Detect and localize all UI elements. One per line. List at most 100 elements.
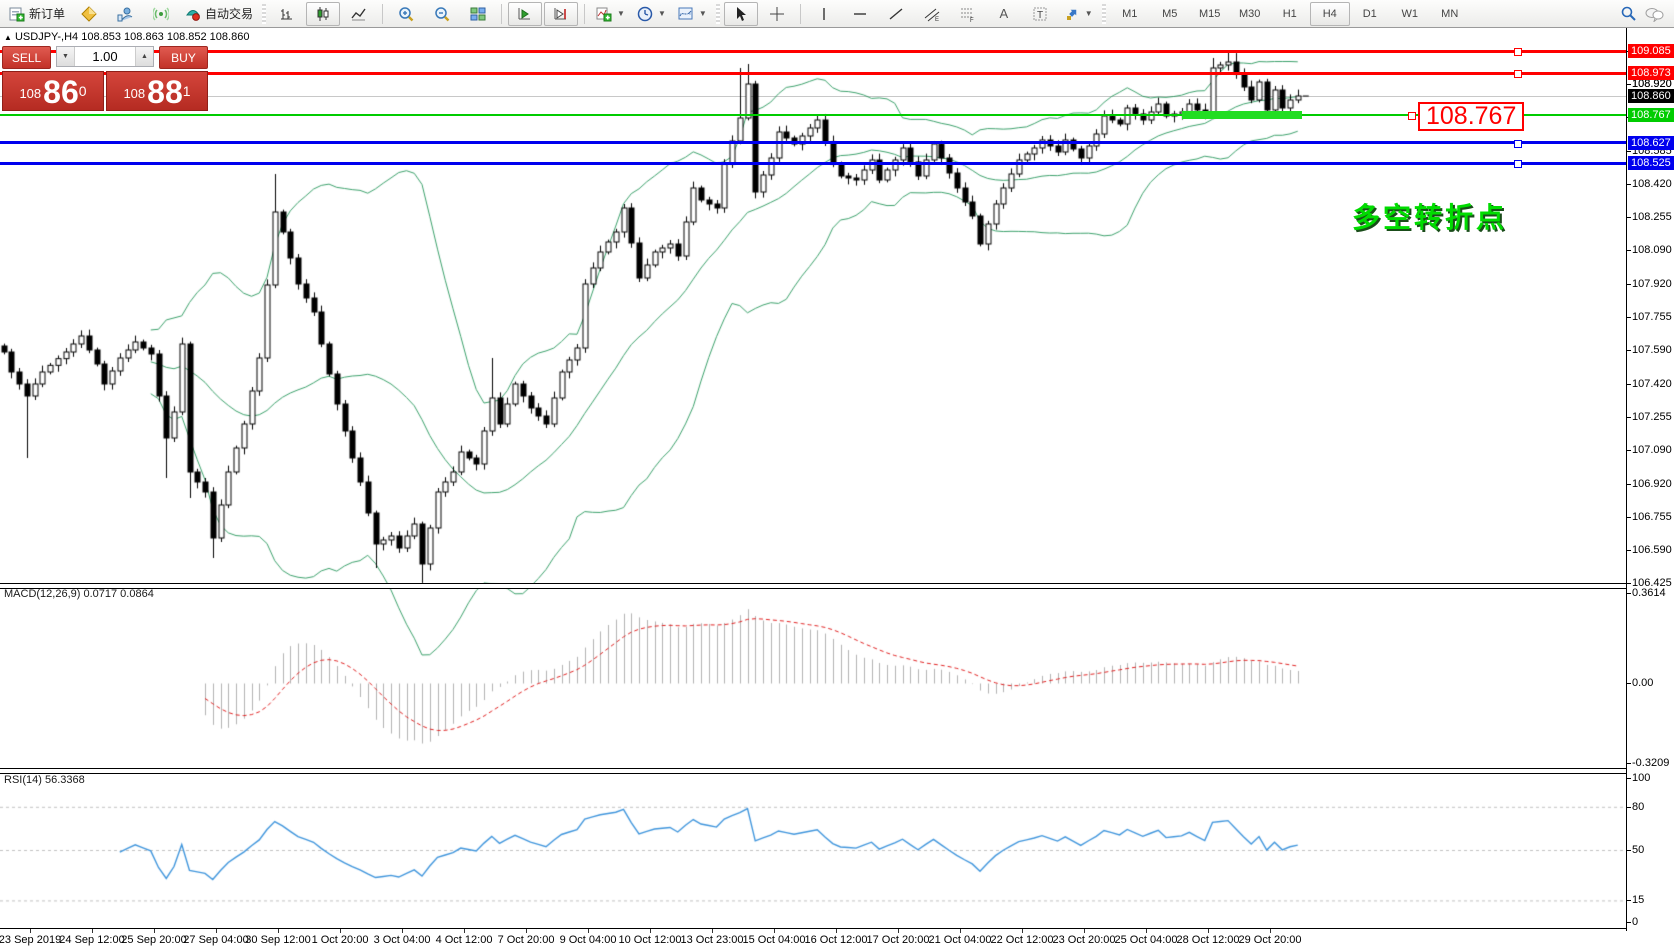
strategy-tester-button[interactable] (108, 2, 142, 26)
text-button[interactable]: A (987, 2, 1021, 26)
chart-shift-button[interactable] (544, 1, 579, 26)
timeframe-M30[interactable]: M30 (1239, 7, 1261, 20)
time-label[interactable]: 24 Sep 12:00 (59, 934, 125, 946)
bid-price-box[interactable]: 108 86 0 (2, 71, 104, 111)
price-tick-label: 107.255 (1632, 411, 1672, 423)
time-label[interactable]: 10 Oct 12:00 (618, 934, 682, 946)
time-label[interactable]: 23 Oct 20:00 (1052, 934, 1116, 946)
chat-icon[interactable] (1645, 6, 1664, 22)
timeframe-M1[interactable]: M1 (1122, 7, 1138, 20)
level-line-handle[interactable] (1514, 139, 1522, 148)
time-label[interactable]: 29 Oct 20:00 (1238, 934, 1302, 946)
bar-chart-button[interactable] (270, 2, 304, 26)
time-tick (340, 929, 341, 933)
text-icon: A (999, 6, 1009, 21)
arrows-button[interactable]: ▼ (1059, 2, 1098, 26)
line-chart-button[interactable] (342, 2, 376, 26)
time-label[interactable]: 3 Oct 04:00 (373, 934, 431, 946)
zoom-out-button[interactable] (425, 2, 459, 26)
time-label[interactable]: 28 Oct 12:00 (1176, 934, 1240, 946)
time-label[interactable]: 17 Oct 20:00 (866, 934, 930, 946)
ask-prefix: 108 (123, 86, 146, 101)
ask-pip-digit: 1 (182, 83, 191, 99)
ask-price-box[interactable]: 108 88 1 (106, 71, 208, 111)
price-chart-canvas[interactable] (0, 28, 1674, 949)
rsi-label: RSI(14) 56.3368 (4, 774, 85, 786)
timeframe-H4[interactable]: H4 (1309, 1, 1350, 26)
toolbar-separator (799, 3, 801, 24)
collapse-arrow-icon[interactable]: ▲ (4, 33, 12, 42)
search-icon[interactable] (1620, 5, 1637, 22)
rsi-tick-dash (1627, 900, 1631, 902)
price-tick-dash (1627, 384, 1631, 385)
highlight-trendline[interactable] (1181, 110, 1302, 119)
time-tick (588, 929, 589, 933)
panel-divider-macd[interactable] (0, 583, 1627, 589)
timeframe-W1[interactable]: W1 (1401, 7, 1418, 20)
time-label[interactable]: 9 Oct 04:00 (559, 934, 617, 946)
time-label[interactable]: 15 Oct 04:00 (742, 934, 806, 946)
volume-decrease-button[interactable]: ▼ (57, 47, 75, 66)
volume-value[interactable]: 1.00 (92, 49, 118, 64)
time-label[interactable]: 22 Oct 12:00 (990, 934, 1054, 946)
time-label[interactable]: 25 Oct 04:00 (1114, 934, 1178, 946)
level-line-108.525[interactable] (0, 161, 1626, 165)
time-label[interactable]: 27 Sep 04:00 (183, 934, 249, 946)
time-label[interactable]: 30 Sep 12:00 (245, 934, 311, 946)
time-label[interactable]: 1 Oct 20:00 (311, 934, 369, 946)
timeframe-M5[interactable]: M5 (1162, 7, 1178, 20)
volume-increase-button[interactable]: ▲ (135, 47, 153, 66)
time-label[interactable]: 23 Sep 2019 (0, 934, 62, 946)
timeframe-MN[interactable]: MN (1441, 7, 1459, 20)
vertical-line-button[interactable] (807, 2, 841, 26)
price-callout-box[interactable]: 108.767 (1418, 102, 1525, 131)
market-watch-button[interactable] (72, 2, 106, 26)
candlestick-chart-button[interactable] (306, 1, 341, 26)
callout-handle[interactable] (1408, 111, 1416, 120)
cursor-button[interactable] (723, 1, 758, 26)
tile-windows-icon (470, 6, 486, 22)
fibonacci-button[interactable]: F (951, 2, 985, 26)
buy-button[interactable]: BUY (159, 46, 208, 69)
autotrading-button[interactable]: 自动交易 (180, 2, 258, 26)
timeframe-D1[interactable]: D1 (1362, 7, 1377, 20)
level-line-108.767[interactable] (0, 113, 1626, 116)
panel-divider-rsi[interactable] (0, 768, 1627, 774)
signals-button[interactable] (144, 2, 178, 26)
sell-button[interactable]: SELL (2, 46, 51, 69)
dropdown-arrow-icon: ▼ (617, 9, 625, 18)
cn-annotation[interactable]: 多空转折点 (1352, 203, 1508, 234)
svg-text:T: T (1037, 10, 1043, 21)
tile-windows-button[interactable] (461, 2, 495, 26)
auto-scroll-button[interactable] (508, 1, 543, 26)
level-line-109.085[interactable] (0, 49, 1626, 53)
text-label-button[interactable]: T (1023, 2, 1057, 26)
time-label[interactable]: 4 Oct 12:00 (435, 934, 493, 946)
time-label[interactable]: 25 Sep 20:00 (121, 934, 187, 946)
time-label[interactable]: 16 Oct 12:00 (804, 934, 868, 946)
zoom-in-button[interactable] (389, 2, 423, 26)
crosshair-button[interactable] (760, 2, 794, 26)
timeframe-H1[interactable]: H1 (1282, 7, 1297, 20)
time-label[interactable]: 7 Oct 20:00 (497, 934, 555, 946)
new-order-button[interactable]: 新订单 (4, 2, 70, 26)
horizontal-line-button[interactable] (843, 2, 877, 26)
equidistant-channel-button[interactable]: E (915, 2, 949, 26)
level-line-handle[interactable] (1514, 48, 1522, 56)
level-line-108.973[interactable] (0, 71, 1626, 75)
timeframe-M15[interactable]: M15 (1199, 7, 1221, 20)
cursor-arrow-icon (733, 6, 749, 22)
level-line-handle[interactable] (1514, 160, 1522, 168)
trendline-button[interactable] (879, 2, 913, 26)
time-tick (774, 929, 775, 933)
dropdown-arrow-icon: ▼ (1084, 9, 1093, 18)
periods-button[interactable]: ▼ (632, 2, 671, 26)
level-line-handle[interactable] (1514, 70, 1522, 79)
price-tick-label: 107.920 (1632, 278, 1672, 290)
level-line-108.627[interactable] (0, 141, 1626, 145)
indicators-button[interactable]: ▼ (591, 2, 630, 26)
templates-button[interactable]: ▼ (673, 2, 712, 26)
time-label[interactable]: 13 Oct 23:00 (680, 934, 744, 946)
time-label[interactable]: 21 Oct 04:00 (928, 934, 992, 946)
price-tick-dash (1627, 284, 1631, 285)
